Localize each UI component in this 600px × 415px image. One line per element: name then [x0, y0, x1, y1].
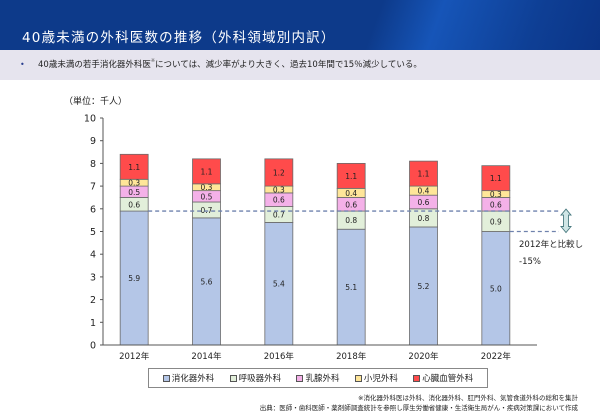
bar-segment [119, 153, 149, 180]
y-tick-label: 2 [90, 295, 96, 306]
legend-item: 呼吸器外科 [229, 372, 282, 384]
legend-item: 小児外科 [354, 372, 398, 384]
legend-label: 消化器外科 [171, 374, 215, 384]
legend-swatch [296, 374, 304, 382]
page-title: 40歳未満の外科医数の推移（外科領域別内訳） [22, 30, 336, 46]
comparison-annotation: 2012年と比較し -15% [519, 208, 583, 267]
y-tick-label: 4 [90, 250, 96, 261]
x-tick-label: 2016年 [264, 351, 295, 362]
legend-item: 乳腺外科 [296, 372, 339, 384]
bar-value-label: 0.6 [128, 200, 140, 209]
bar-segment [192, 158, 221, 185]
bar-value-label: 5.6 [201, 277, 213, 286]
bar-segment [336, 162, 366, 189]
double-arrow-icon [560, 208, 572, 234]
bar-value-label: 1.2 [273, 168, 285, 177]
legend: 消化器外科 呼吸器外科 乳腺外科 小児外科 心臓血管外科 [148, 368, 488, 388]
y-axis-ticks: 0 1 2 3 4 5 6 7 8 9 10 [84, 114, 103, 352]
x-tick-label: 2022年 [481, 351, 512, 362]
legend-label: 呼吸器外科 [238, 374, 282, 384]
bar-value-label: 5.9 [128, 274, 140, 283]
bar-value-label: 1.1 [418, 170, 430, 179]
annotation-line2: -15% [519, 257, 541, 267]
footnote-mark: ※ [150, 58, 156, 64]
y-tick-label: 1 [90, 318, 96, 329]
legend-swatch [413, 374, 421, 382]
bar-value-label: 0.6 [273, 196, 285, 205]
bar-value-label: 0.9 [490, 217, 502, 226]
summary-band [0, 50, 600, 80]
x-tick-label: 2020年 [408, 351, 439, 362]
annotation-line1: 2012年と比較し [519, 239, 583, 250]
x-tick-label: 2018年 [336, 351, 367, 362]
bar-value-label: 5.4 [273, 280, 285, 289]
unit-label: （単位：千人） [64, 95, 127, 107]
bar-value-label: 0.5 [201, 192, 213, 201]
legend-swatch [354, 374, 362, 382]
legend-swatch [229, 374, 237, 382]
axes [102, 118, 537, 346]
bullet-icon: • [20, 60, 25, 69]
bar-value-label: 1.1 [490, 174, 502, 183]
bar-value-label: 0.6 [345, 200, 357, 209]
y-tick-label: 9 [90, 136, 96, 147]
legend-label: 心臓血管外科 [422, 374, 474, 384]
bar-value-label: 0.4 [418, 187, 430, 196]
reference-lines [148, 210, 559, 233]
legend-label: 小児外科 [363, 374, 398, 384]
bar-value-label: 5.1 [345, 283, 357, 292]
bar-segment [409, 226, 438, 346]
bar-value-label: 0.5 [128, 188, 140, 197]
legend-item: 心臓血管外科 [413, 372, 473, 384]
header-banner: 40歳未満の外科医数の推移（外科領域別内訳） [0, 0, 600, 50]
x-tick-label: 2014年 [191, 351, 222, 362]
x-axis-labels: 2012年 2014年 2016年 2018年 2020年 2022年 [119, 351, 511, 362]
legend-item: 消化器外科 [162, 372, 215, 384]
y-tick-label: 7 [90, 182, 96, 193]
bar-value-label: 0.3 [128, 179, 140, 188]
summary-text: 40歳未満の若手消化器外科医※については、減少率がより大きく、過去10年間で15… [38, 58, 422, 70]
bar-value-label: 0.6 [490, 200, 502, 209]
summary-text-part1: 40歳未満の若手消化器外科医 [38, 60, 151, 70]
bar-value-label: 5.2 [418, 282, 430, 291]
footnote: ※消化器外科医は外科、消化器外科、肛門外科、気管食道外科の総和を集計 [358, 394, 578, 402]
bar-value-label: 0.3 [490, 190, 502, 199]
summary-text-part2: については、減少率がより大きく、過去10年間で15％減少している。 [155, 60, 422, 70]
bar-segment [481, 165, 511, 192]
bar-value-label: 0.8 [345, 216, 357, 225]
bar-value-label: 0.3 [201, 183, 213, 192]
legend-label: 乳腺外科 [305, 374, 340, 384]
x-tick-label: 2012年 [119, 351, 150, 362]
y-tick-label: 0 [90, 341, 96, 352]
legend-swatch [162, 374, 170, 382]
bar-value-label: 0.7 [273, 210, 285, 219]
y-tick-label: 5 [90, 227, 96, 238]
y-tick-label: 6 [90, 204, 96, 215]
y-tick-label: 8 [90, 159, 96, 170]
bar-segment [264, 158, 294, 187]
bar-value-label: 1.1 [201, 167, 213, 176]
bar-segment [409, 160, 438, 187]
y-tick-label: 3 [90, 272, 96, 283]
bar-value-label: 0.4 [345, 189, 357, 198]
bar-value-label: 1.1 [345, 172, 357, 181]
bar-value-label: 0.6 [418, 198, 430, 207]
source-note: 出典：医師・歯科医師・薬剤師調査統計を参照し厚生労働省健康・生活衛生局がん・疾病… [259, 404, 578, 412]
bar-segment [119, 210, 149, 346]
bar-value-label: 5.0 [490, 284, 502, 293]
bars: 5.90.60.50.31.15.60.70.50.31.15.40.70.60… [119, 153, 511, 346]
bar-value-label: 0.3 [273, 186, 285, 195]
bar-segment [264, 222, 294, 346]
bar-segment [336, 228, 366, 346]
bar-value-label: 1.1 [128, 163, 140, 172]
bar-value-label: 0.8 [418, 214, 430, 223]
y-tick-label: 10 [84, 114, 96, 125]
